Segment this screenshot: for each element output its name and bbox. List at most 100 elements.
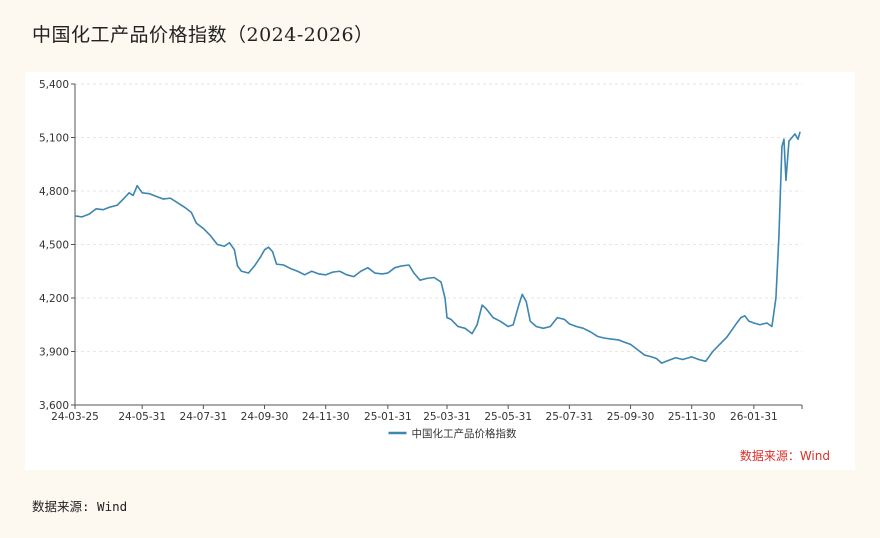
data-point xyxy=(318,273,320,275)
data-point xyxy=(682,358,684,361)
data-point xyxy=(736,322,738,324)
x-tick-label: 25-11-30 xyxy=(668,411,716,423)
data-point xyxy=(169,197,171,199)
data-point xyxy=(499,320,501,322)
data-point xyxy=(794,133,796,135)
data-point xyxy=(450,318,452,320)
x-tick-label: 24-07-31 xyxy=(180,411,228,423)
data-point xyxy=(589,331,592,333)
source-note: 数据来源: Wind xyxy=(32,499,128,514)
data-point xyxy=(650,356,653,358)
data-point xyxy=(297,270,299,272)
data-point xyxy=(190,211,192,213)
chart-source-label: 数据来源：Wind xyxy=(739,449,830,463)
data-point xyxy=(116,204,118,206)
data-point xyxy=(236,265,239,267)
x-tick-label: 25-09-30 xyxy=(607,411,655,423)
data-point xyxy=(132,194,134,197)
data-point xyxy=(771,325,773,328)
series-line xyxy=(74,131,801,364)
x-tick-label: 24-11-30 xyxy=(302,411,350,423)
data-point xyxy=(419,279,421,281)
data-point xyxy=(766,322,768,324)
data-point xyxy=(374,272,376,274)
data-point xyxy=(228,242,231,244)
data-point xyxy=(141,192,143,194)
data-point xyxy=(788,140,790,142)
data-point xyxy=(748,320,750,322)
data-point xyxy=(387,272,389,274)
data-point xyxy=(529,320,531,322)
data-point xyxy=(636,349,639,351)
data-point xyxy=(624,341,627,344)
data-point xyxy=(346,274,348,276)
data-point xyxy=(799,131,801,133)
data-point xyxy=(123,197,125,199)
data-point xyxy=(712,350,714,353)
data-point xyxy=(582,327,585,329)
data-point xyxy=(148,193,150,195)
data-point xyxy=(512,324,514,326)
data-point xyxy=(471,333,473,335)
y-tick-label: 5,400 xyxy=(39,79,69,91)
data-point xyxy=(744,315,746,317)
data-point xyxy=(507,325,509,328)
data-point xyxy=(575,325,577,328)
x-tick-label: 25-03-31 xyxy=(423,411,471,423)
data-point xyxy=(267,246,270,248)
x-tick-label: 25-07-31 xyxy=(546,411,594,423)
y-tick-label: 4,200 xyxy=(39,293,69,305)
data-point xyxy=(719,343,721,345)
data-point xyxy=(740,317,742,319)
data-point xyxy=(233,249,236,251)
data-point xyxy=(183,206,185,208)
data-point xyxy=(556,317,558,319)
data-point xyxy=(136,185,138,187)
data-point xyxy=(216,243,218,246)
data-point xyxy=(668,359,670,362)
x-tick-label: 25-01-31 xyxy=(364,411,412,423)
data-point xyxy=(88,213,90,215)
data-point xyxy=(440,281,442,283)
data-point xyxy=(223,245,226,247)
data-point xyxy=(271,251,274,253)
data-point xyxy=(102,209,104,211)
data-point xyxy=(785,179,787,181)
data-point xyxy=(517,306,519,308)
x-tick-label: 24-03-25 xyxy=(51,411,99,423)
data-point xyxy=(259,256,262,258)
data-point xyxy=(275,263,278,265)
line-chart: 3,600 3,900 4,200 4,500 4,800 5,100 5,400 24-03… xyxy=(39,79,803,440)
page-title: 中国化工产品价格指数（2024-2026） xyxy=(32,24,374,46)
data-point xyxy=(759,324,761,326)
data-point xyxy=(753,322,755,324)
y-tick-label: 4,500 xyxy=(39,240,69,252)
data-point xyxy=(209,234,211,237)
data-point xyxy=(476,324,478,326)
data-point xyxy=(311,270,313,272)
data-point xyxy=(353,276,355,278)
data-point xyxy=(109,206,111,208)
data-point xyxy=(176,201,178,204)
data-point xyxy=(413,272,415,274)
data-point xyxy=(661,362,663,364)
data-point xyxy=(240,270,243,272)
data-point xyxy=(675,357,677,359)
data-point xyxy=(339,270,341,272)
data-point xyxy=(603,337,606,339)
data-point xyxy=(464,327,466,329)
data-point xyxy=(394,267,396,269)
data-point xyxy=(525,300,527,303)
data-point xyxy=(426,277,428,279)
y-tick-label: 4,800 xyxy=(39,186,69,198)
data-point xyxy=(162,198,164,200)
data-point xyxy=(705,360,707,362)
x-tick-label: 24-05-31 xyxy=(118,411,166,423)
data-point xyxy=(128,192,130,194)
data-point xyxy=(263,249,266,251)
data-point xyxy=(332,271,334,273)
x-tick-label: 26-01-31 xyxy=(730,411,778,423)
data-point xyxy=(155,195,157,197)
data-point xyxy=(446,317,448,319)
data-point xyxy=(521,293,523,296)
